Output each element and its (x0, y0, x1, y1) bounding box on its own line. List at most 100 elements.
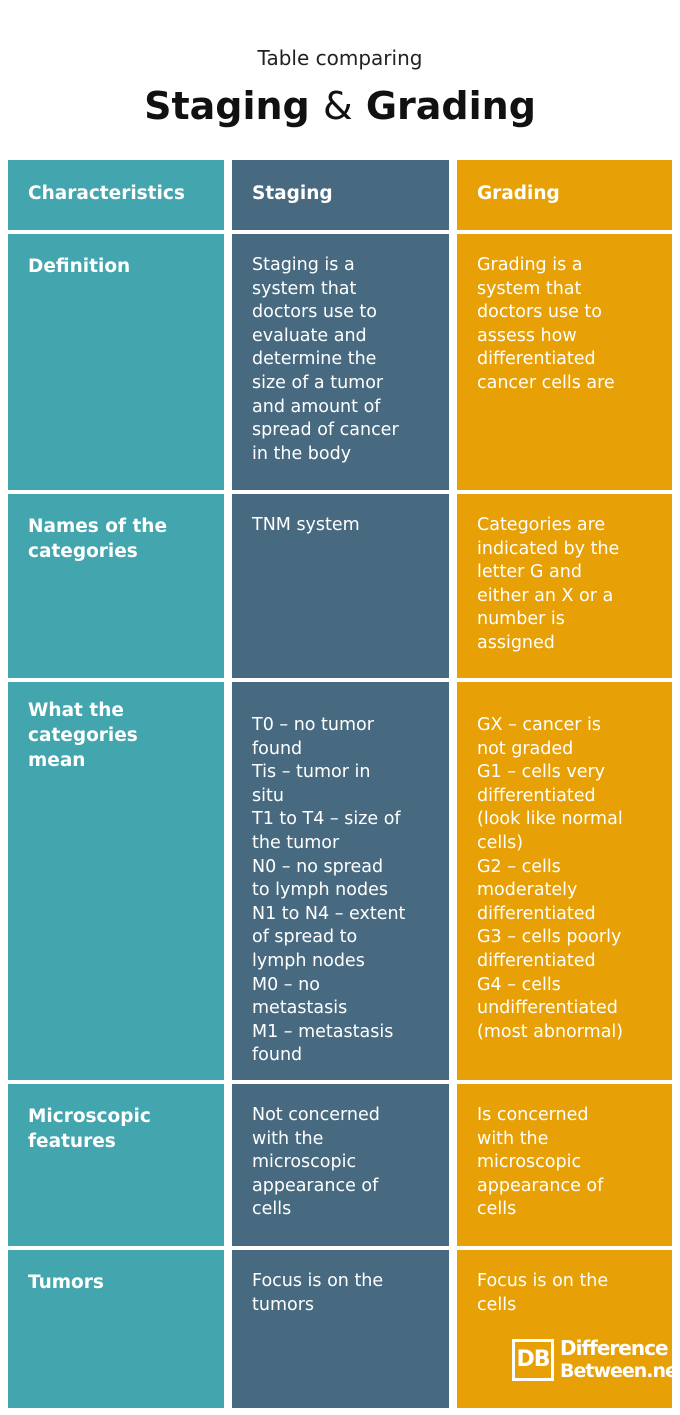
logo-mark-icon: DB (512, 1339, 554, 1381)
cell-text-line: Names of the (28, 516, 168, 537)
cell-text-line: Microscopic (28, 1106, 151, 1127)
cell-text-line: and amount of (252, 396, 381, 417)
cell-text-line: Tis – tumor in (252, 762, 371, 783)
title-staging: Staging (144, 84, 310, 128)
cell-text-line: cells) (477, 832, 524, 853)
cell-text-line: Staging is a (252, 255, 355, 275)
cell-text-line: letter G and (477, 562, 582, 583)
cell-text-line: TNM system (252, 515, 360, 535)
column-header-characteristics: Characteristics (8, 160, 224, 230)
table-cell-staging: Focus is on the tumors (232, 1250, 449, 1408)
cell-text-line: of spread to (252, 927, 358, 948)
cell-text-line: appearance of (477, 1175, 604, 1196)
cell-text-line: Definition (28, 256, 131, 277)
cell-text-line: microscopic (252, 1152, 357, 1173)
page-header: Table comparing Staging & Grading (0, 0, 680, 160)
cell-text-line: moderately (477, 880, 578, 901)
cell-text-line: Grading is a (477, 255, 583, 275)
cell-text-line: Focus is on the (252, 1271, 384, 1291)
cell-text-line: to lymph nodes (252, 880, 388, 901)
cell-text-line: cells (477, 1294, 517, 1315)
cell-text-line: G2 – cells (477, 856, 561, 877)
cell-text-line: Not concerned (252, 1105, 380, 1125)
table-cell-staging: TNM system (232, 494, 449, 678)
table-cell-characteristics: Names of the categories (8, 494, 224, 678)
cell-text-line: M0 – no (252, 974, 320, 995)
cell-text-line: G4 – cells (477, 974, 561, 995)
cell-text-line: size of a tumor (252, 372, 384, 393)
cell-text-line: cells (477, 1199, 517, 1220)
cell-text-line: categories (28, 541, 138, 562)
cell-text-line: not graded (477, 738, 574, 759)
table-cell-grading: GX – cancer is not graded G1 – cells very d… (457, 682, 672, 1080)
cell-text-line: indicated by the (477, 538, 620, 559)
cell-text-line: N1 to N4 – extent (252, 903, 406, 924)
table-cell-characteristics: Tumors (8, 1250, 224, 1408)
cell-text-line: lymph nodes (252, 950, 365, 971)
cell-text-line: (most abnormal) (477, 1021, 624, 1042)
cell-text-line: system that (252, 278, 357, 299)
cell-text-line: T0 – no tumor (252, 715, 374, 735)
table-cell-grading: Focus is on the cells (457, 1250, 672, 1408)
cell-text-line: with the (477, 1128, 549, 1149)
cell-text-line: doctors use to (477, 302, 602, 323)
cell-text-line: assigned (477, 632, 555, 653)
table-cell-staging: Staging is a system that doctors use to eva… (232, 234, 449, 490)
cell-text-line: differentiated (477, 950, 596, 971)
cell-text-line: cancer cells are (477, 372, 615, 393)
cell-text-line: GX – cancer is (477, 715, 601, 735)
column-header-grading: Grading (457, 160, 672, 230)
cell-text-line: What the (28, 700, 124, 721)
logo-text-line2: Between.net (560, 1360, 680, 1382)
cell-text-line: assess how (477, 325, 577, 346)
title-ampersand: & (322, 84, 353, 128)
table-cell-staging: Not concerned with the microscopic appearan… (232, 1084, 449, 1246)
cell-text-line: Is concerned (477, 1105, 589, 1125)
table-cell-grading: Is concerned with the microscopic appearanc… (457, 1084, 672, 1246)
cell-text-line: the tumor (252, 832, 340, 853)
cell-text-line: in the body (252, 443, 352, 464)
table-cell-staging: T0 – no tumor found Tis – tumor in situ T1 t… (232, 682, 449, 1080)
cell-text-line: situ (252, 785, 284, 806)
cell-text-line: features (28, 1131, 116, 1152)
cell-text-line: appearance of (252, 1175, 379, 1196)
cell-text-line: Focus is on the (477, 1271, 609, 1291)
table-cell-grading: Grading is a system that doctors use to ass… (457, 234, 672, 490)
cell-text-line: (look like normal (477, 809, 623, 830)
cell-text-line: microscopic (477, 1152, 582, 1173)
cell-text-line: M1 – metastasis (252, 1021, 394, 1042)
title-grading: Grading (365, 84, 536, 128)
cell-text-line: either an X or a (477, 585, 614, 606)
cell-text-line: N0 – no spread (252, 856, 384, 877)
cell-text-line: found (252, 738, 303, 759)
cell-text-line: differentiated (477, 349, 596, 370)
cell-text-line: system that (477, 278, 582, 299)
cell-text-line: spread of cancer (252, 420, 399, 441)
page-subtitle: Table comparing (257, 46, 423, 70)
cell-text-line: G3 – cells poorly (477, 927, 622, 948)
cell-text-line: number is (477, 609, 565, 630)
cell-text-line: determine the (252, 349, 377, 370)
cell-text-line: G1 – cells very (477, 762, 606, 783)
cell-text-line: found (252, 1045, 303, 1066)
cell-text-line: Categories are (477, 515, 606, 535)
table-cell-characteristics: What the categories mean (8, 682, 224, 1080)
cell-text-line: categories (28, 725, 138, 746)
cell-text-line: differentiated (477, 903, 596, 924)
cell-text-line: differentiated (477, 785, 596, 806)
table-cell-grading: Categories are indicated by the letter G a… (457, 494, 672, 678)
column-header-staging: Staging (232, 160, 449, 230)
site-logo[interactable]: DB Difference Between.net (510, 1336, 680, 1388)
table-cell-characteristics: Microscopic features (8, 1084, 224, 1246)
logo-text-line1: Difference (560, 1336, 669, 1360)
cell-text-line: with the (252, 1128, 324, 1149)
cell-text-line: evaluate and (252, 325, 367, 346)
page-title: Staging & Grading (0, 84, 680, 128)
cell-text-line: mean (28, 750, 86, 771)
cell-text-line: undifferentiated (477, 998, 618, 1019)
cell-text-line: cells (252, 1199, 292, 1220)
table-cell-characteristics: Definition (8, 234, 224, 490)
cell-text-line: tumors (252, 1294, 315, 1315)
cell-text-line: doctors use to (252, 302, 377, 323)
cell-text-line: metastasis (252, 998, 348, 1019)
